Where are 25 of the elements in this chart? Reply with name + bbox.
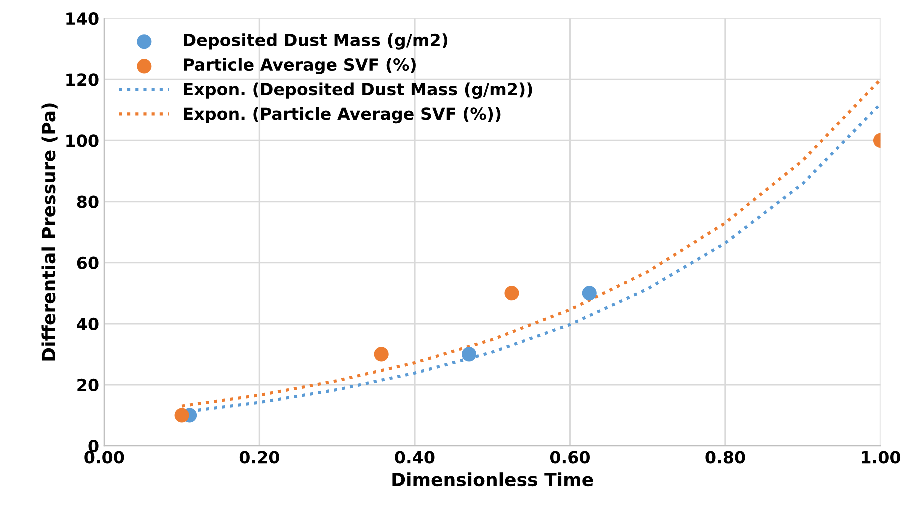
y-tick-label: 80	[77, 196, 99, 208]
point	[174, 408, 190, 423]
y-tick-label: 100	[66, 134, 99, 148]
x-tick-label: 1.00	[862, 451, 901, 464]
x-tick-label: 0.20	[240, 451, 280, 464]
point	[462, 347, 477, 362]
legend-label: Deposited Dust Mass (g/m2)	[184, 34, 448, 50]
y-tick-label: 60	[77, 256, 99, 270]
y-tick-label: 120	[66, 74, 99, 86]
y-tick-label: 40	[77, 318, 99, 330]
legend-label: Expon. (Deposited Dust Mass (g/m2))	[184, 82, 532, 100]
y-tick-label: 20	[78, 378, 99, 392]
y-tick-label: 140	[66, 12, 99, 26]
legend-label: Expon. (Particle Average SVF (%))	[184, 107, 501, 124]
x-tick-label: 0.40	[395, 451, 435, 464]
y-axis-title: Differential Pressure (Pa)	[42, 104, 58, 361]
legend-label: Particle Average SVF (%)	[184, 58, 416, 74]
point	[374, 347, 389, 362]
x-tick-label: 0.60	[550, 451, 590, 464]
x-tick-label: 0.00	[84, 451, 124, 464]
y-tick-label: 0	[88, 440, 99, 453]
point	[504, 286, 520, 301]
x-axis-title: Dimensionless Time	[392, 472, 594, 487]
x-tick-label: 0.80	[706, 451, 746, 464]
point	[582, 286, 597, 301]
